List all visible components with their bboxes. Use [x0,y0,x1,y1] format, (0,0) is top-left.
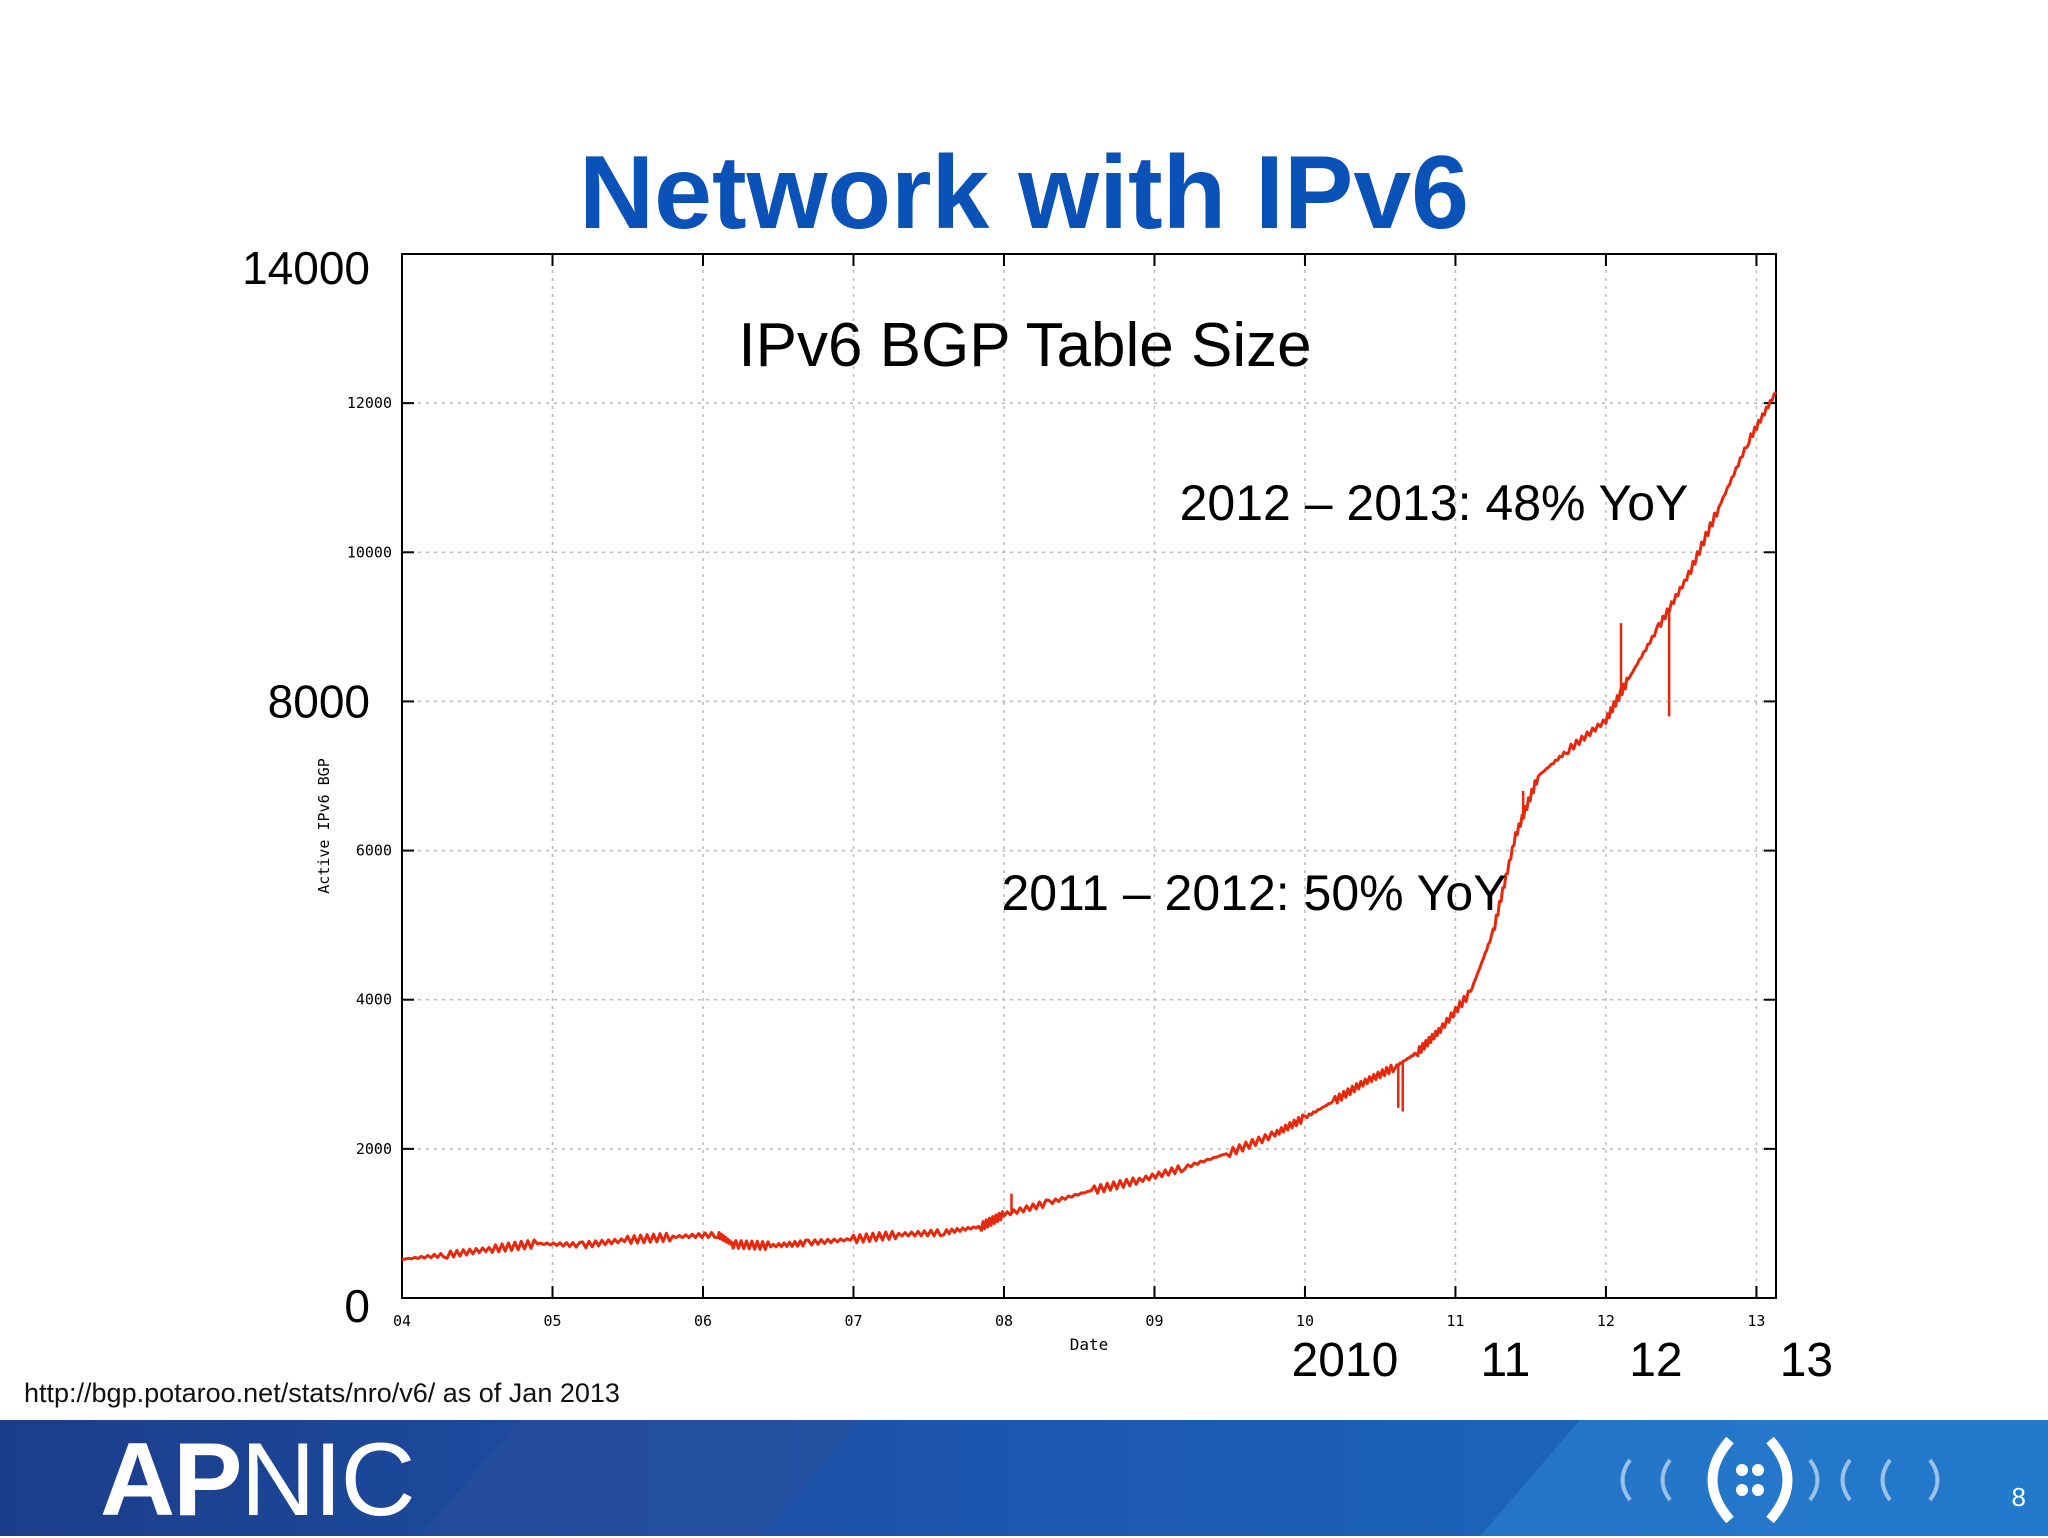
slide-title: Network with IPv6 [579,135,1469,251]
apnic-logo: APNIC [100,1422,416,1538]
big-x-label: 12 [1629,1334,1682,1387]
plot-frame [401,253,1777,1299]
y-tick-label: 2000 [356,1140,392,1158]
big-x-label: 11 [1481,1334,1531,1387]
series-layer [401,390,1778,1261]
ipv6-bgp-chart: 04 05 06 07 08 09 10 11 12 1320004000600010000120… [242,242,1833,1387]
big-x-label: 13 [1780,1334,1833,1387]
x-tick-label: 12 [1597,1312,1615,1330]
chart-labels: 04 05 06 07 08 09 10 11 12 1320004000600010000120… [242,242,1833,1387]
page-number: 8 [2011,1482,2026,1512]
axis-ticks [401,254,1776,1298]
y-axis-label: Active IPv6 BGP [315,758,333,893]
y-tick-label: 6000 [356,842,392,860]
y-tick-label: 10000 [347,543,392,561]
annotation-2012-2013: 2012 – 2013: 48% YoY [1180,475,1689,531]
chart-title: IPv6 BGP Table Size [738,311,1311,380]
x-tick-label: 07 [844,1312,862,1330]
x-tick-label: 06 [694,1312,712,1330]
x-tick-label: 11 [1446,1312,1464,1330]
x-tick-label: 05 [543,1312,561,1330]
x-axis-label: Date [1070,1335,1109,1354]
source-citation: http://bgp.potaroo.net/stats/nro/v6/ as … [24,1378,620,1408]
x-tick-label: 13 [1747,1312,1765,1330]
x-tick-label: 04 [393,1312,411,1330]
annotation-2011-2012: 2011 – 2012: 50% YoY [1001,865,1506,921]
big-y-label: 0 [344,1280,370,1332]
apnic-network-mark-icon [1620,1436,1940,1524]
footer-banner [0,1420,2048,1536]
x-tick-label: 08 [995,1312,1013,1330]
big-x-label: 2010 [1292,1334,1399,1387]
series-line [401,390,1778,1261]
big-y-label: 8000 [268,675,370,727]
y-tick-label: 4000 [356,991,392,1009]
x-tick-label: 09 [1145,1312,1163,1330]
big-y-label: 14000 [242,242,370,294]
y-tick-label: 12000 [347,394,392,412]
chart-grid [402,254,1776,1298]
x-tick-label: 10 [1296,1312,1314,1330]
